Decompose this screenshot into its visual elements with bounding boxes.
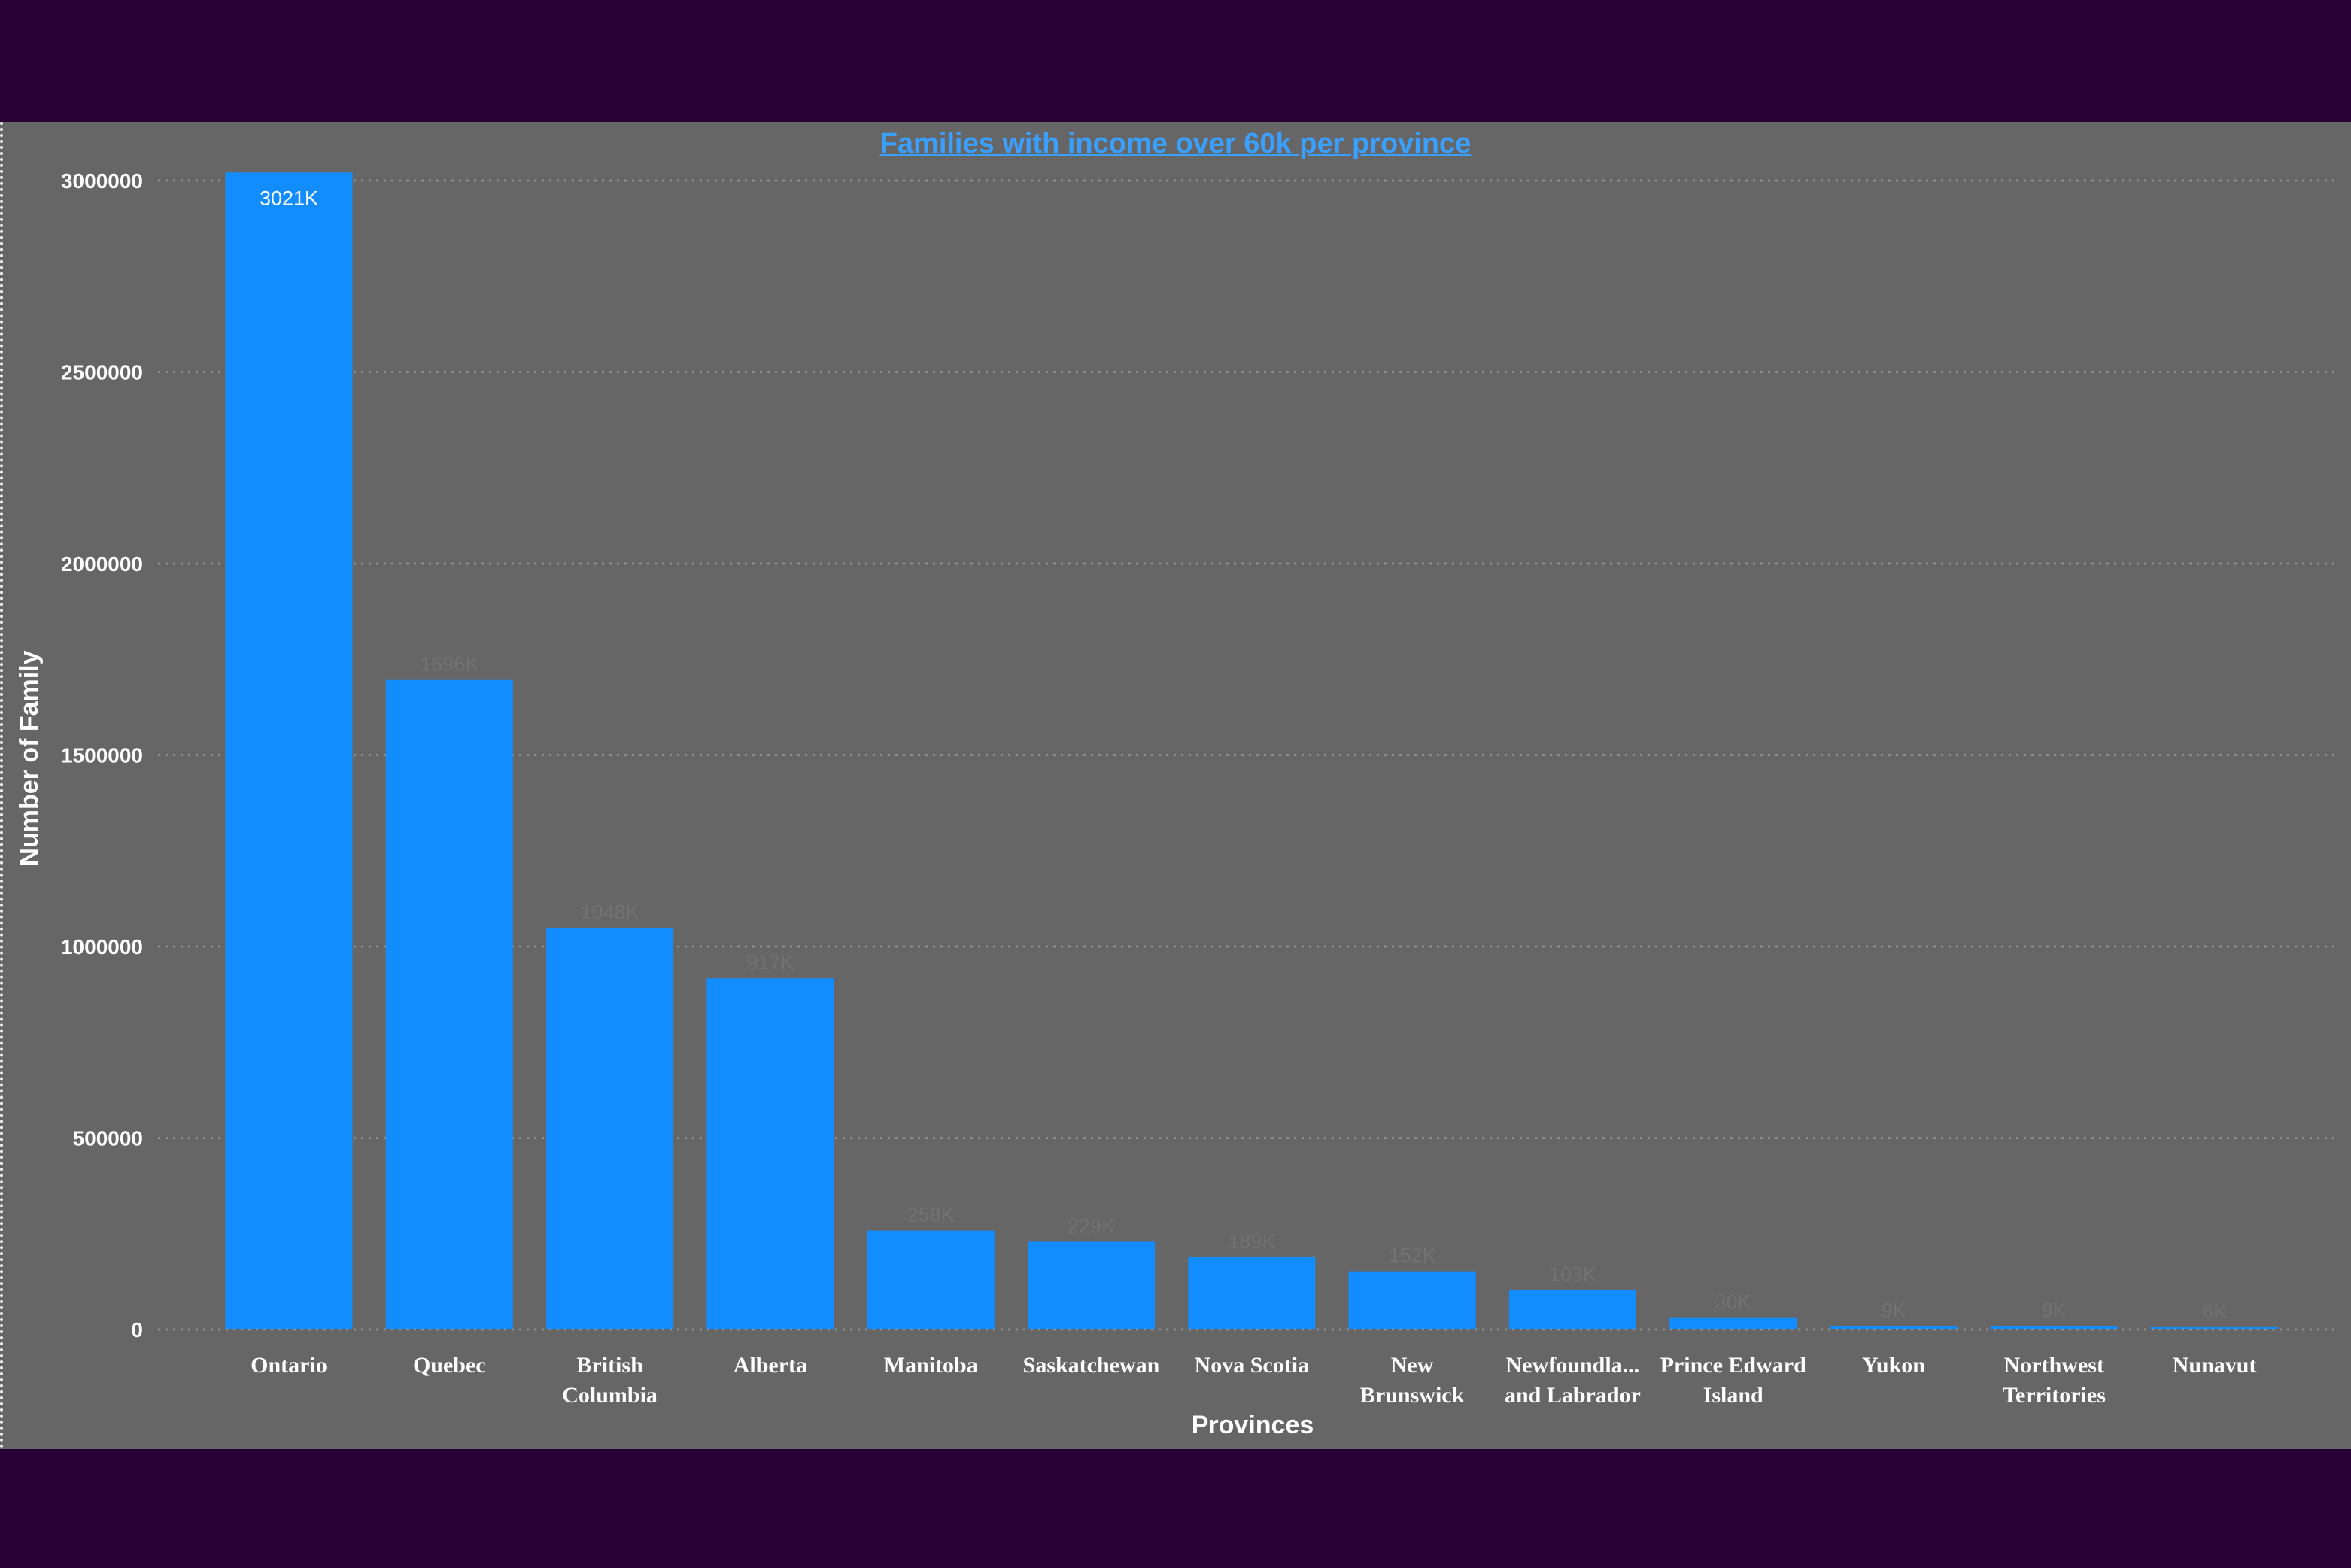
bar[interactable] xyxy=(225,172,353,1329)
y-axis-ticks: 0 500000 1000000 1500000 2000000 2500000 30000… xyxy=(61,169,143,1342)
y-tick-label: 1500000 xyxy=(61,744,143,767)
x-category-label: Saskatchewan xyxy=(1023,1353,1160,1378)
x-axis-categories: Ontario Quebec British Columbia Alberta Manit… xyxy=(251,1353,2256,1408)
data-label: 9K xyxy=(1881,1299,1906,1321)
data-label: 3021K xyxy=(260,187,318,209)
data-labels: 3021K 1696K 1048K 917K 258K 229K 189K 152K 103K 3… xyxy=(260,187,2227,1323)
y-tick-label: 2000000 xyxy=(61,552,143,576)
x-category-label: Nunavut xyxy=(2173,1353,2257,1378)
bar[interactable] xyxy=(867,1230,995,1329)
bar[interactable] xyxy=(1508,1290,1636,1329)
x-category-label: Newfoundla... and Labrador xyxy=(1505,1353,1641,1408)
y-tick-label: 3000000 xyxy=(61,169,143,193)
bar[interactable] xyxy=(1348,1271,1476,1329)
data-label: 103K xyxy=(1549,1263,1596,1286)
x-axis-title: Provinces xyxy=(1192,1411,1314,1439)
bar[interactable] xyxy=(1188,1257,1316,1329)
data-label: 917K xyxy=(746,951,794,974)
data-label: 1048K xyxy=(581,901,639,924)
bar[interactable] xyxy=(2151,1326,2279,1329)
bars xyxy=(225,172,2279,1329)
data-label: 189K xyxy=(1228,1230,1275,1253)
data-label: 9K xyxy=(2042,1299,2067,1321)
data-label: 30K xyxy=(1715,1291,1751,1314)
y-tick-label: 500000 xyxy=(73,1127,143,1150)
x-category-label: Northwest Territories xyxy=(2003,1353,2106,1408)
x-category-label: Nova Scotia xyxy=(1195,1353,1310,1378)
x-category-label: British Columbia xyxy=(562,1353,658,1408)
y-tick-label: 0 xyxy=(131,1318,143,1342)
y-tick-label: 2500000 xyxy=(61,361,143,384)
bar[interactable] xyxy=(1028,1241,1155,1329)
data-label: 152K xyxy=(1389,1244,1436,1267)
bar[interactable] xyxy=(385,679,513,1329)
x-category-label: Yukon xyxy=(1862,1353,1925,1378)
bar[interactable] xyxy=(546,928,674,1329)
x-category-label: Manitoba xyxy=(884,1353,978,1378)
x-category-label: Ontario xyxy=(251,1353,327,1378)
x-category-label: Quebec xyxy=(413,1353,486,1378)
x-category-label: Alberta xyxy=(734,1353,807,1378)
bar[interactable] xyxy=(1990,1326,2118,1329)
data-label: 229K xyxy=(1068,1214,1115,1237)
data-label: 6K xyxy=(2202,1300,2227,1323)
y-tick-label: 1000000 xyxy=(61,935,143,959)
data-label: 1696K xyxy=(420,653,478,676)
x-category-label: Prince Edward Island xyxy=(1660,1353,1806,1408)
bar[interactable] xyxy=(1669,1317,1797,1329)
x-category-label: New Brunswick xyxy=(1360,1353,1465,1408)
y-axis-title: Number of Family xyxy=(15,650,44,866)
bar[interactable] xyxy=(1830,1326,1958,1329)
chart-title[interactable]: Families with income over 60k per provin… xyxy=(879,128,1472,160)
bar[interactable] xyxy=(706,978,834,1329)
data-label: 258K xyxy=(907,1204,955,1226)
